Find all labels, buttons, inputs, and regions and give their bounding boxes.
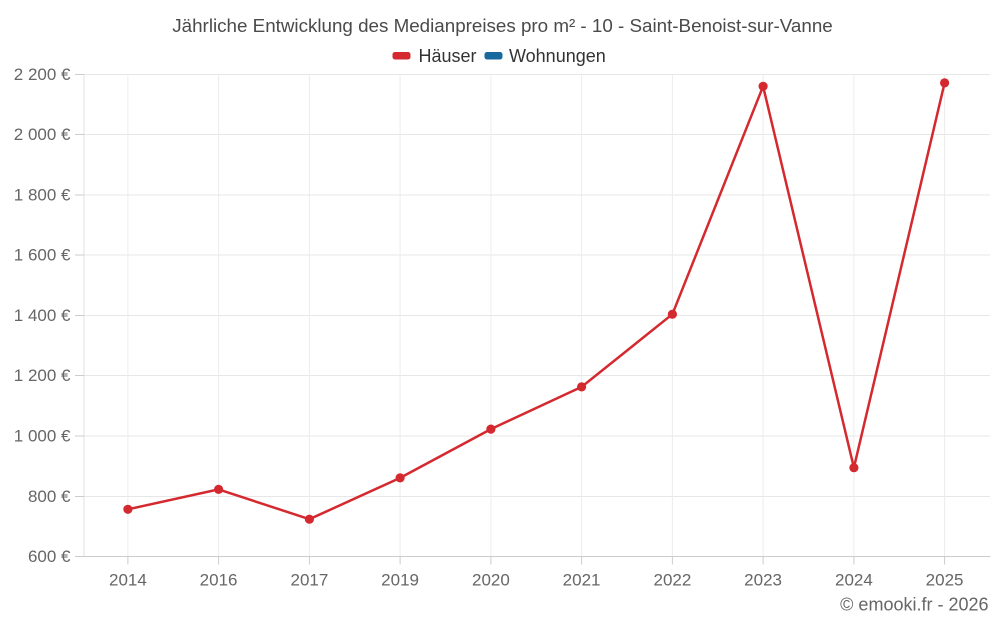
svg-text:2014: 2014 [109, 571, 147, 590]
svg-text:1 000 €: 1 000 € [14, 427, 71, 446]
svg-text:600 €: 600 € [28, 547, 71, 566]
svg-text:2022: 2022 [653, 571, 691, 590]
svg-text:Jährliche Entwicklung des Medi: Jährliche Entwicklung des Medianpreises … [172, 15, 832, 36]
svg-text:Häuser: Häuser [419, 46, 477, 66]
svg-text:1 400 €: 1 400 € [14, 306, 71, 325]
svg-text:1 600 €: 1 600 € [14, 246, 71, 265]
svg-text:2016: 2016 [200, 571, 238, 590]
svg-text:800 €: 800 € [28, 487, 71, 506]
svg-text:2 200 €: 2 200 € [14, 65, 71, 84]
svg-text:1 800 €: 1 800 € [14, 186, 71, 205]
svg-text:2019: 2019 [381, 571, 419, 590]
svg-text:Wohnungen: Wohnungen [509, 46, 606, 66]
svg-text:2017: 2017 [290, 571, 328, 590]
svg-text:2025: 2025 [926, 571, 964, 590]
svg-text:© emooki.fr - 2026: © emooki.fr - 2026 [840, 594, 988, 614]
svg-text:2021: 2021 [563, 571, 601, 590]
svg-text:2 000 €: 2 000 € [14, 125, 71, 144]
svg-text:2020: 2020 [472, 571, 510, 590]
svg-text:2024: 2024 [835, 571, 873, 590]
svg-text:1 200 €: 1 200 € [14, 366, 71, 385]
svg-text:2023: 2023 [744, 571, 782, 590]
